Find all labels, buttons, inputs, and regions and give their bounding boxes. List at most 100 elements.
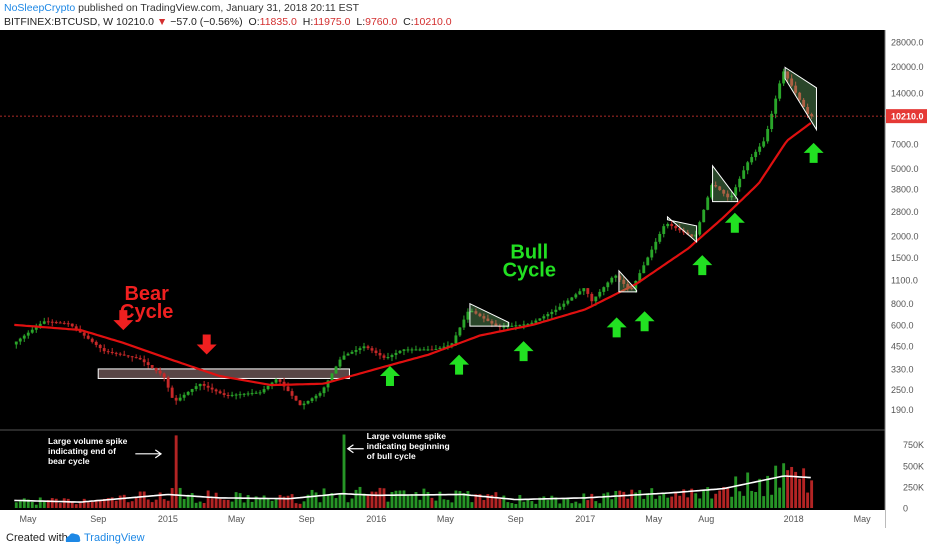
volume-bar — [195, 503, 198, 508]
time-tick-label: Sep — [90, 514, 106, 524]
volume-bar — [642, 499, 645, 508]
time-tick-label: 2016 — [366, 514, 386, 524]
volume-bar — [782, 463, 785, 508]
high-label: H: — [303, 16, 314, 28]
volume-bar — [323, 488, 326, 508]
volume-note-text: indicating beginning — [367, 441, 450, 451]
volume-bar — [223, 500, 226, 508]
price-tick-label: 250.0 — [891, 385, 914, 395]
candle-body — [199, 384, 202, 386]
candle-body — [31, 330, 34, 333]
volume-bar — [83, 499, 86, 508]
volume-note-text: indicating end of — [48, 446, 116, 456]
candle-body — [251, 393, 254, 394]
candle-body — [662, 226, 665, 234]
candle-body — [159, 371, 162, 374]
candle-body — [187, 392, 190, 395]
volume-bar — [335, 498, 338, 508]
volume-bar — [303, 501, 306, 508]
candle-body — [295, 396, 298, 401]
volume-bar — [498, 499, 501, 508]
candle-body — [570, 297, 573, 300]
candle-body — [734, 187, 737, 195]
volume-bar — [199, 502, 202, 508]
volume-bar — [482, 500, 485, 508]
time-tick-label: May — [228, 514, 246, 524]
volume-bar — [259, 498, 262, 508]
candle-body — [746, 162, 749, 170]
volume-bar — [227, 500, 230, 508]
volume-bar — [790, 467, 793, 508]
candle-body — [135, 357, 138, 358]
volume-bar — [714, 494, 717, 508]
tradingview-link[interactable]: TradingView — [84, 532, 145, 544]
candle-body — [183, 395, 186, 398]
tradingview-logo-icon[interactable] — [64, 531, 82, 550]
price-tick-label: 600.0 — [891, 320, 914, 330]
volume-bar — [602, 494, 605, 508]
author-link[interactable]: NoSleepCrypto — [4, 2, 75, 14]
candle-body — [454, 335, 457, 343]
volume-bar — [494, 492, 497, 508]
candle-body — [610, 278, 613, 283]
price-chart[interactable]: 28000.0 20000.0 14000.0 10210.0 7000.0 5000.0… — [0, 30, 932, 528]
volume-bar — [279, 495, 282, 508]
volume-bar — [315, 492, 318, 508]
volume-bar — [371, 492, 374, 508]
cycle-label: Cycle — [503, 259, 556, 281]
volume-tick-label: 500K — [903, 461, 924, 471]
volume-bar — [147, 500, 150, 508]
volume-bar — [590, 494, 593, 508]
candle-body — [243, 394, 246, 395]
volume-bar — [15, 502, 18, 508]
candle-body — [674, 226, 677, 228]
candle-body — [430, 349, 433, 350]
volume-tick-label: 750K — [903, 440, 924, 450]
volume-bar — [646, 493, 649, 508]
time-tick-label: Sep — [299, 514, 315, 524]
candle-body — [23, 336, 26, 339]
volume-bar — [534, 504, 537, 508]
volume-bar — [674, 492, 677, 508]
candle-body — [211, 388, 214, 390]
candle-body — [143, 359, 146, 362]
volume-bar — [574, 502, 577, 508]
volume-bar — [175, 435, 178, 508]
cycle-label: Cycle — [120, 301, 173, 323]
volume-bar — [163, 499, 166, 508]
time-tick-label: May — [437, 514, 455, 524]
volume-bar — [275, 499, 278, 508]
candle-body — [323, 387, 326, 393]
price-tick-label: 1100.0 — [891, 276, 918, 286]
volume-bar — [403, 490, 406, 508]
volume-bar — [758, 479, 761, 508]
candle-body — [778, 83, 781, 98]
volume-bar — [115, 501, 118, 508]
candle-body — [335, 367, 338, 374]
time-tick-label: Sep — [508, 514, 524, 524]
candle-body — [343, 356, 346, 360]
candle-body — [71, 324, 74, 327]
volume-bar — [139, 492, 142, 508]
candle-body — [259, 392, 262, 393]
price-tick-label: 450.0 — [891, 342, 914, 352]
volume-bar — [299, 504, 302, 508]
volume-bar — [618, 491, 621, 508]
candle-body — [103, 348, 106, 351]
price-tick-label: 5000.0 — [891, 164, 919, 174]
price-tick-label: 28000.0 — [891, 37, 924, 47]
volume-bar — [155, 500, 158, 508]
volume-bar — [383, 488, 386, 508]
candle-body — [307, 401, 310, 404]
candle-body — [115, 353, 118, 354]
candle-body — [347, 354, 350, 356]
candle-body — [434, 349, 437, 350]
candle-body — [19, 339, 22, 342]
candle-body — [514, 325, 517, 326]
candle-body — [339, 360, 342, 367]
footer: Created with TradingView — [0, 528, 932, 550]
volume-bar — [662, 493, 665, 508]
candle-body — [51, 322, 54, 323]
last-price: 10210.0 — [116, 16, 154, 28]
candle-body — [399, 351, 402, 353]
